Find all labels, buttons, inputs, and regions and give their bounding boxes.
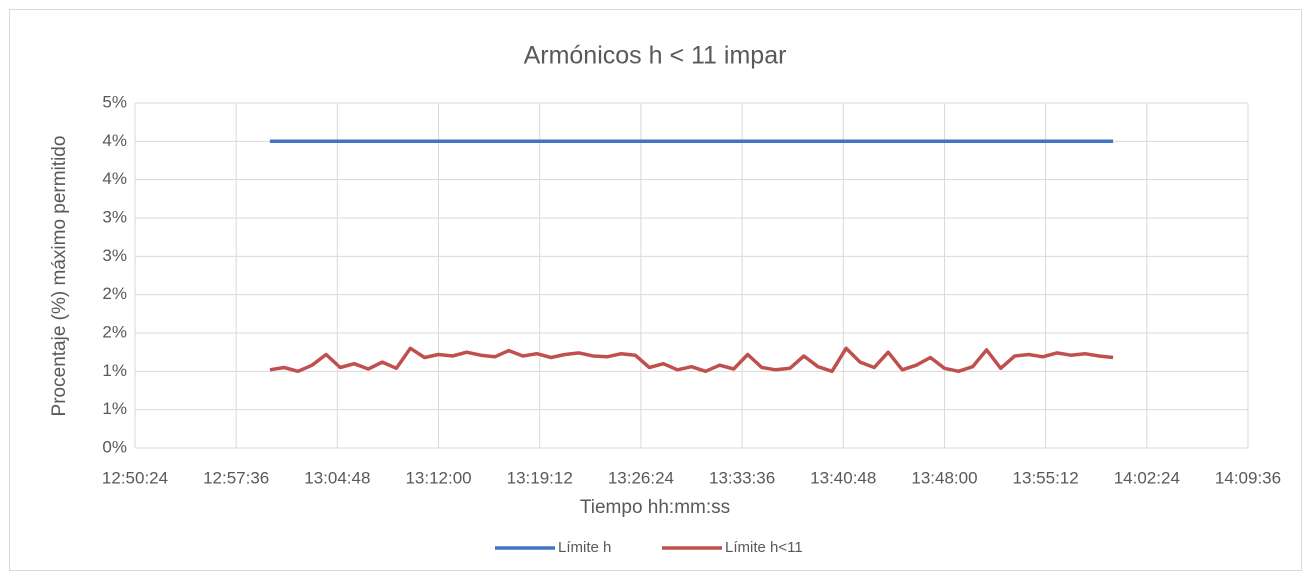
y-tick-label: 1% <box>102 399 127 418</box>
legend-label: Límite h <box>558 539 611 556</box>
x-tick-label: 12:57:36 <box>203 468 269 487</box>
x-tick-label: 13:33:36 <box>709 468 775 487</box>
x-tick-label: 14:09:36 <box>1215 468 1281 487</box>
x-tick-label: 13:04:48 <box>304 468 370 487</box>
chart-title: Armónicos h < 11 impar <box>524 42 787 70</box>
x-axis-label: Tiempo hh:mm:ss <box>580 497 730 518</box>
x-tick-label: 13:12:00 <box>405 468 471 487</box>
x-tick-label: 13:26:24 <box>608 468 674 487</box>
y-axis-label: Procentaje (%) máximo permitido <box>49 136 70 417</box>
y-tick-label: 3% <box>102 207 127 226</box>
x-tick-label: 13:40:48 <box>810 468 876 487</box>
y-tick-label: 4% <box>102 131 127 150</box>
x-tick-label: 13:55:12 <box>1013 468 1079 487</box>
x-tick-label: 13:48:00 <box>911 468 977 487</box>
y-tick-label: 2% <box>102 284 127 303</box>
y-tick-label: 0% <box>102 437 127 456</box>
y-tick-label: 4% <box>102 169 127 188</box>
y-tick-label: 1% <box>102 361 127 380</box>
x-tick-label: 12:50:24 <box>102 468 168 487</box>
x-tick-label: 14:02:24 <box>1114 468 1180 487</box>
series-line <box>269 346 1114 374</box>
x-tick-label: 13:19:12 <box>507 468 573 487</box>
legend-label: Límite h<11 <box>725 539 803 556</box>
y-tick-label: 3% <box>102 246 127 265</box>
y-tick-label: 2% <box>102 322 127 341</box>
y-tick-label: 5% <box>102 92 127 111</box>
